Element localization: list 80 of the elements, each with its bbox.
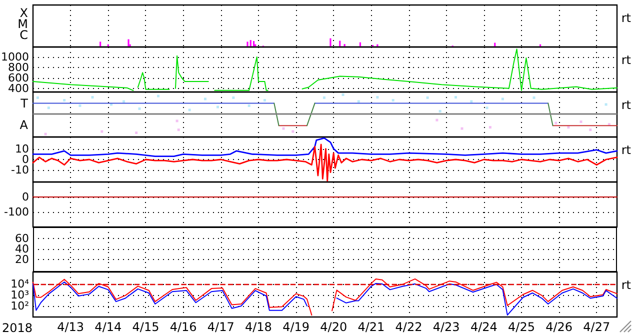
text: T: [20, 96, 29, 110]
point: [486, 106, 488, 110]
point: [176, 120, 178, 122]
point: [157, 94, 160, 98]
point: [204, 98, 206, 100]
x-tick-label: 4/21: [358, 320, 385, 334]
point: [454, 96, 457, 99]
point: [436, 118, 438, 122]
y-tick-label: 0: [22, 190, 29, 204]
x-tick-label: 4/14: [94, 320, 122, 334]
point: [36, 96, 39, 99]
point: [63, 98, 66, 102]
y-tick-label: -100: [4, 206, 29, 218]
point: [91, 96, 94, 99]
point: [78, 104, 82, 107]
point: [44, 132, 47, 136]
point: [138, 107, 141, 110]
line-series: [32, 144, 618, 182]
y-tick-label: 40: [15, 242, 29, 256]
y-tick-label: 1000: [1, 50, 29, 64]
x-tick-label: 4/13: [57, 320, 84, 334]
y-tick-label: 20: [15, 253, 29, 266]
point: [589, 128, 592, 132]
x-tick-label: 4/15: [132, 320, 160, 334]
point: [460, 127, 464, 130]
point: [47, 106, 50, 110]
y-tick-label: 800: [8, 60, 29, 74]
y-tick-label: 10⁴: [10, 277, 30, 290]
x-tick-label: 4/24: [470, 320, 498, 334]
point: [488, 126, 492, 129]
point: [567, 126, 570, 129]
text: C: [20, 28, 28, 42]
text: rt: [621, 53, 632, 67]
point: [263, 98, 266, 102]
point: [135, 132, 138, 134]
y-tick-label: -10: [11, 164, 29, 177]
x-tick-label: 4/26: [546, 320, 573, 334]
x-tick-label: 4/19: [282, 320, 310, 334]
point: [392, 98, 394, 102]
x-tick-label: 4/22: [395, 320, 422, 334]
x-tick-label: 4/23: [432, 320, 460, 334]
point: [282, 127, 285, 130]
point: [376, 96, 379, 99]
text: rt: [621, 143, 632, 157]
text: X: [20, 6, 28, 20]
text: A: [20, 118, 29, 132]
point: [604, 103, 608, 106]
point: [580, 120, 582, 124]
x-tick-label: 4/16: [170, 320, 197, 334]
x-axis-title: 2018: [2, 321, 33, 334]
line-series: [32, 137, 618, 157]
y-tick-label: 10²: [10, 299, 29, 312]
text: rt: [621, 11, 632, 25]
point: [292, 130, 294, 133]
point: [177, 128, 180, 132]
point: [100, 130, 104, 133]
point: [438, 110, 442, 112]
x-tick-label: 4/18: [244, 320, 272, 334]
point: [426, 96, 429, 99]
text: M: [18, 17, 28, 31]
y-tick-label: 0: [22, 153, 29, 166]
point: [188, 108, 191, 112]
y-tick-label: 10: [15, 142, 29, 156]
x-tick-label: 4/25: [508, 320, 535, 334]
x-tick-label: 4/27: [583, 320, 610, 334]
x-tick-label: 4/17: [207, 320, 234, 334]
text: rt: [621, 278, 632, 292]
text: rt: [621, 98, 632, 112]
point: [501, 98, 504, 100]
point: [554, 122, 558, 124]
x-tick-label: 4/20: [320, 320, 348, 334]
point: [342, 93, 344, 96]
point: [232, 96, 235, 99]
y-tick-label: 60: [15, 232, 29, 245]
point: [322, 96, 326, 99]
point: [248, 104, 250, 107]
y-tick-label: 400: [8, 82, 29, 95]
y-tick-label: 600: [8, 71, 29, 84]
point: [532, 96, 536, 99]
y-tick-label: 10³: [10, 288, 29, 302]
